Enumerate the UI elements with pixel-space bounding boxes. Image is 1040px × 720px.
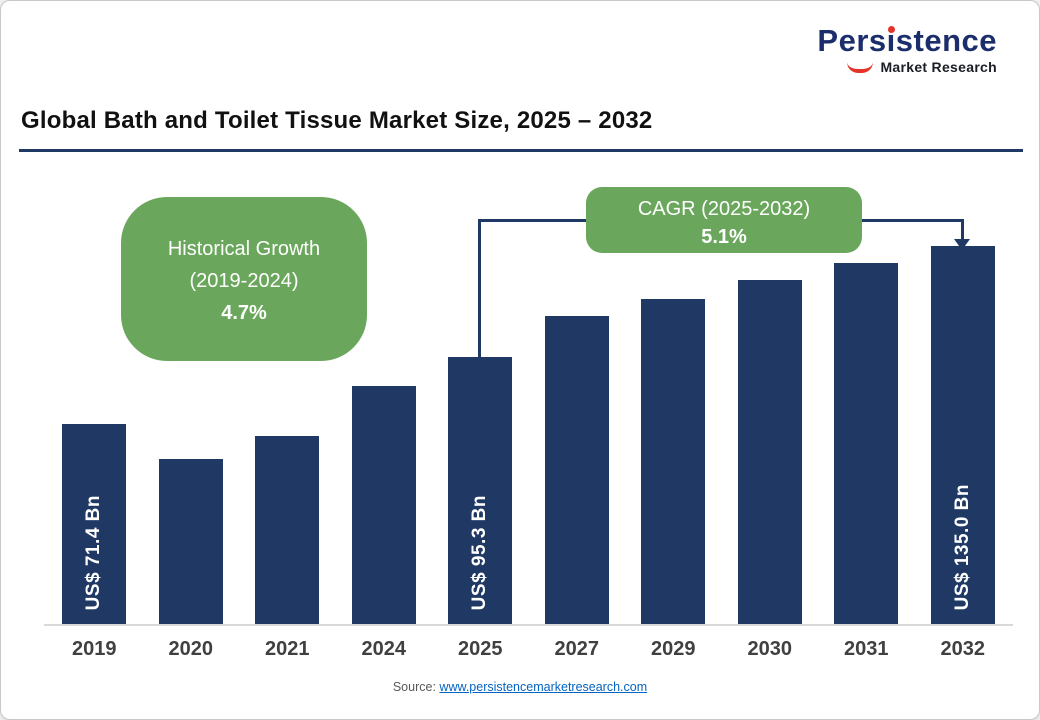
historical-growth-callout: Historical Growth (2019-2024) 4.7% xyxy=(121,197,367,361)
bar-slot-2031 xyxy=(818,161,915,624)
x-axis-label-2030: 2030 xyxy=(747,638,793,660)
source-line: Source: www.persistencemarketresearch.co… xyxy=(1,680,1039,694)
bar-2027 xyxy=(544,316,609,624)
arrow-down-icon xyxy=(954,239,970,250)
logo-subtitle: Market Research xyxy=(880,59,997,75)
bar-2029 xyxy=(641,299,706,624)
bars: US$ 71.4 Bn US$ 95.3 Bn US$ 135.0 Bn xyxy=(46,161,1011,624)
bar-slot-2025: US$ 95.3 Bn xyxy=(432,161,529,624)
logo-red-dot-icon xyxy=(887,26,895,33)
bar-2030 xyxy=(737,280,802,624)
x-axis-label-2032: 2032 xyxy=(940,638,986,660)
bar-value-label-2032: US$ 135.0 Bn xyxy=(951,483,973,610)
historical-growth-line1: Historical Growth xyxy=(167,238,321,260)
x-axis-label-2024: 2024 xyxy=(361,638,407,660)
logo-text-i: i xyxy=(886,23,896,58)
bar-slot-2019: US$ 71.4 Bn xyxy=(46,161,143,624)
bar-2025: US$ 95.3 Bn xyxy=(448,357,513,624)
bracket-line-left xyxy=(478,219,481,359)
cagr-label: CAGR (2025-2032) xyxy=(637,198,811,220)
bar-value-label-2019: US$ 71.4 Bn xyxy=(83,494,105,610)
bar-value-label-2025: US$ 95.3 Bn xyxy=(469,494,491,610)
title-underline xyxy=(19,149,1023,152)
historical-growth-value: 4.7% xyxy=(221,302,267,324)
bar-2032: US$ 135.0 Bn xyxy=(930,246,995,624)
bar-slot-2020 xyxy=(143,161,240,624)
logo-subtitle-row: Market Research xyxy=(817,59,997,75)
bar-slot-2029 xyxy=(625,161,722,624)
logo-text-prefix: Pers xyxy=(817,23,887,58)
x-axis-label-2025: 2025 xyxy=(458,638,503,660)
logo-swoosh-icon xyxy=(847,62,874,73)
bar-slot-2032: US$ 135.0 Bn xyxy=(915,161,1012,624)
bracket-line-right xyxy=(961,219,964,241)
page-title: Global Bath and Toilet Tissue Market Siz… xyxy=(21,107,653,134)
bar-chart: US$ 71.4 Bn US$ 95.3 Bn US$ 135.0 Bn xyxy=(44,161,1013,626)
source-link[interactable]: www.persistencemarketresearch.com xyxy=(439,680,648,694)
x-axis-label-2029: 2029 xyxy=(651,638,696,660)
logo-text-suffix: stence xyxy=(895,23,997,58)
logo-wordmark: Persi stence xyxy=(817,25,997,56)
bar-2021 xyxy=(255,436,320,624)
bar-2024 xyxy=(351,386,416,624)
x-axis-label-2020: 2020 xyxy=(168,638,214,660)
bar-2019: US$ 71.4 Bn xyxy=(62,424,127,624)
x-axis-label-2027: 2027 xyxy=(554,638,600,660)
source-label: Source: xyxy=(392,680,436,694)
x-axis-line xyxy=(44,624,1013,626)
x-axis-label-2019: 2019 xyxy=(72,638,117,660)
bar-slot-2027 xyxy=(529,161,626,624)
bar-2031 xyxy=(834,263,899,624)
cagr-value: 5.1% xyxy=(701,226,747,248)
cagr-callout: CAGR (2025-2032) 5.1% xyxy=(586,187,862,253)
historical-growth-line2: (2019-2024) xyxy=(189,270,299,292)
bar-slot-2021 xyxy=(239,161,336,624)
bar-slot-2024 xyxy=(336,161,433,624)
bar-2020 xyxy=(158,459,223,624)
bar-slot-2030 xyxy=(722,161,819,624)
x-axis-label-2031: 2031 xyxy=(844,638,889,660)
x-axis-label-2021: 2021 xyxy=(265,638,310,660)
pmr-logo: Persi stence Market Research xyxy=(817,25,997,75)
x-axis-labels: 2019 2020 2021 2024 2025 2027 2029 2030 2031 2032 xyxy=(46,638,1011,661)
